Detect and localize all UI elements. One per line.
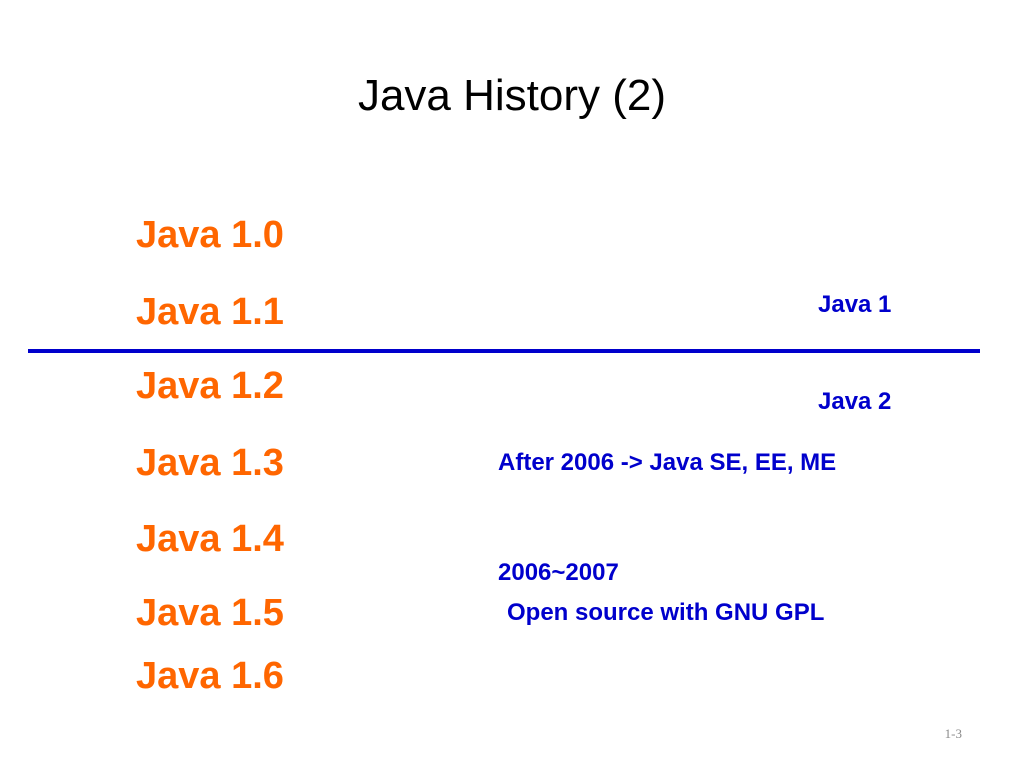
version-java-1-1: Java 1.1 xyxy=(136,291,284,333)
version-java-1-2: Java 1.2 xyxy=(136,365,284,407)
note-years: 2006~2007 xyxy=(498,559,619,586)
version-java-1-5: Java 1.5 xyxy=(136,592,284,634)
slide-number: 1-3 xyxy=(944,726,962,741)
note-open-source: Open source with GNU GPL xyxy=(507,599,825,626)
note-java-1: Java 1 xyxy=(818,291,892,318)
note-java-2: Java 2 xyxy=(818,388,892,415)
java1-java2-divider xyxy=(28,349,980,353)
version-java-1-6: Java 1.6 xyxy=(136,655,284,697)
version-java-1-0: Java 1.0 xyxy=(136,214,284,256)
note-after-2006: After 2006 -> Java SE, EE, ME xyxy=(498,449,837,476)
slide-title: Java History (2) xyxy=(357,71,667,120)
version-java-1-3: Java 1.3 xyxy=(136,442,284,484)
version-java-1-4: Java 1.4 xyxy=(136,518,284,560)
